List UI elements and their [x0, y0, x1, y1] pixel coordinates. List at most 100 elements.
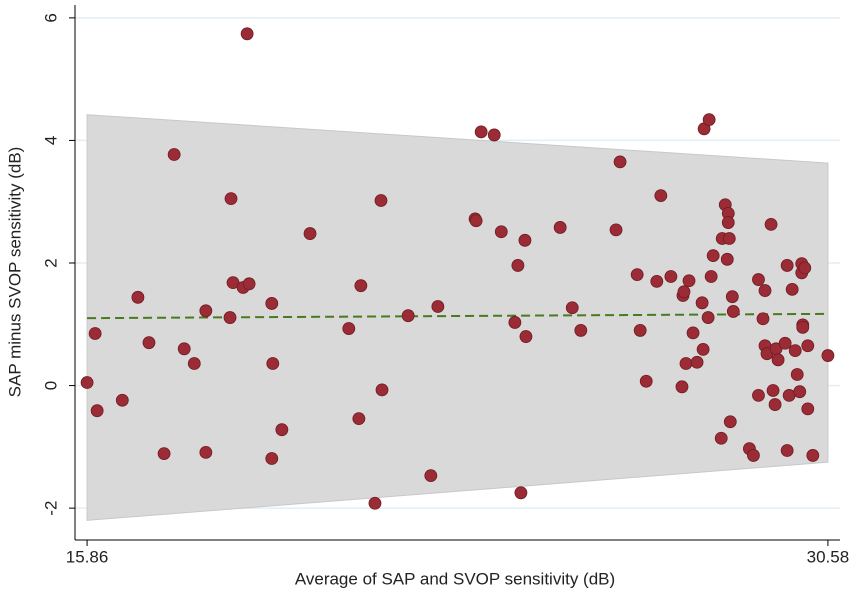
point	[752, 273, 765, 286]
point	[793, 385, 807, 399]
point	[768, 398, 782, 411]
point	[519, 330, 533, 343]
point	[90, 404, 104, 418]
y-axis-label: SAP minus SVOP sensitivity (dB)	[5, 147, 24, 398]
point	[704, 270, 718, 283]
x-tick-label: 15.86	[66, 547, 109, 566]
point	[801, 402, 815, 416]
point	[514, 486, 528, 500]
point	[677, 285, 691, 299]
point	[725, 290, 739, 304]
point	[650, 274, 664, 288]
point	[88, 327, 102, 340]
point	[199, 304, 213, 318]
point	[518, 233, 532, 247]
point	[265, 452, 279, 465]
point	[553, 221, 567, 234]
point	[639, 374, 653, 388]
y-tick-label: 0	[41, 381, 60, 390]
point	[80, 376, 94, 389]
point	[342, 322, 356, 335]
y-tick-label: -2	[41, 501, 60, 516]
point	[756, 312, 770, 326]
point	[431, 300, 445, 313]
point	[574, 324, 588, 337]
point	[199, 445, 213, 459]
point	[609, 223, 623, 237]
point	[758, 284, 772, 297]
point	[242, 277, 256, 291]
x-tick-label: 30.58	[807, 547, 850, 566]
point	[682, 274, 696, 288]
point	[654, 189, 668, 202]
point	[613, 155, 627, 169]
limits-band	[86, 114, 829, 521]
point	[780, 259, 794, 272]
point	[633, 324, 647, 337]
point	[352, 412, 366, 426]
point	[796, 320, 810, 334]
point	[375, 383, 389, 397]
point	[494, 225, 508, 239]
point	[224, 192, 238, 206]
point	[131, 290, 145, 304]
y-tick-label: 2	[41, 258, 60, 267]
y-tick-label: 6	[41, 13, 60, 22]
point	[696, 343, 710, 356]
point	[788, 344, 802, 358]
point	[801, 339, 815, 353]
point	[690, 355, 704, 369]
point	[565, 301, 579, 315]
point	[766, 384, 780, 397]
point	[157, 447, 171, 460]
point	[752, 388, 765, 402]
point	[167, 148, 181, 161]
point	[726, 305, 740, 318]
point	[721, 216, 735, 229]
point	[115, 393, 129, 407]
point	[630, 268, 644, 282]
x-axis-label: Average of SAP and SVOP sensitivity (dB)	[295, 569, 615, 588]
point	[764, 217, 778, 231]
point	[806, 449, 820, 462]
point	[177, 342, 191, 356]
point	[675, 380, 689, 394]
point	[508, 316, 522, 329]
point	[240, 27, 254, 41]
point	[474, 125, 488, 139]
point	[266, 357, 280, 370]
point	[771, 353, 785, 367]
point	[354, 279, 368, 293]
point	[780, 444, 794, 457]
point	[720, 252, 734, 266]
point	[265, 297, 279, 310]
point	[679, 357, 693, 370]
point	[701, 311, 715, 324]
point	[747, 449, 760, 462]
point	[686, 326, 700, 340]
point	[368, 496, 382, 510]
point	[706, 249, 720, 263]
point	[469, 214, 483, 228]
point	[723, 415, 737, 429]
y-tick-label: 4	[41, 136, 60, 145]
point	[424, 469, 438, 483]
point	[223, 311, 237, 324]
point	[695, 296, 709, 310]
point	[722, 232, 736, 245]
point	[785, 282, 799, 296]
point	[275, 423, 289, 437]
point	[142, 336, 156, 350]
point	[401, 309, 415, 323]
point	[664, 270, 678, 283]
point	[511, 259, 525, 272]
point	[187, 357, 201, 370]
point	[303, 227, 317, 240]
point	[714, 431, 728, 445]
point	[798, 261, 812, 275]
point	[778, 336, 792, 350]
point	[790, 368, 804, 381]
point	[487, 128, 501, 142]
point	[821, 349, 835, 362]
